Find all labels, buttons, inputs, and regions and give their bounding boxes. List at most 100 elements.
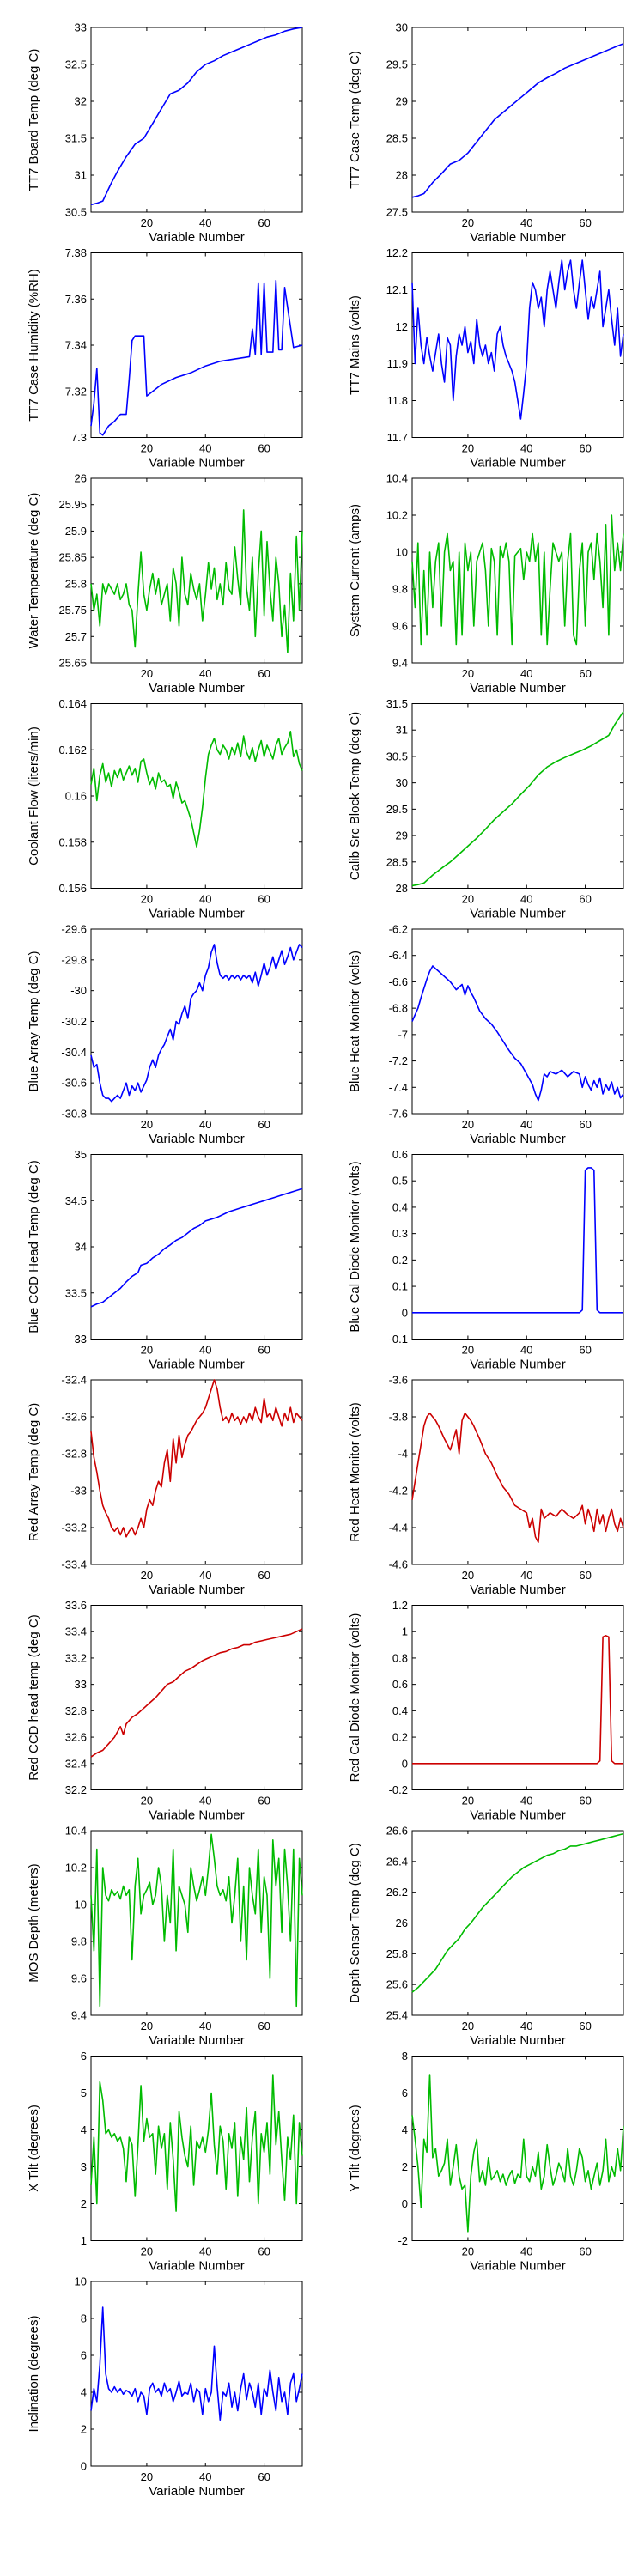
series-line (90, 730, 303, 848)
series-line (411, 514, 624, 646)
x-axis-label: Variable Number (149, 681, 244, 696)
y-tick-label: 31.5 (386, 697, 408, 710)
y-tick-label: -4.6 (389, 1558, 408, 1571)
y-tick-label: 7.3 (71, 431, 87, 444)
x-axis-label: Variable Number (149, 1808, 244, 1823)
y-tick-label: -7 (398, 1028, 408, 1041)
y-tick-label: 34 (75, 1241, 87, 1254)
y-tick-label: -4 (398, 1448, 408, 1461)
x-tick-label: 40 (199, 1344, 211, 1357)
y-tick-label: 25.85 (58, 551, 87, 564)
y-tick-label: 25.75 (58, 604, 87, 617)
y-tick-label: 4 (81, 2386, 87, 2399)
y-axis-label: System Current (amps) (348, 504, 362, 637)
y-tick-label: 28.5 (386, 132, 408, 145)
y-tick-label: 0.4 (392, 1200, 408, 1213)
y-tick-label: 5 (81, 2087, 87, 2099)
y-tick-label: 26 (396, 1917, 408, 1929)
chart-2: 20 40 60 7.3 7.32 7.34 7.36 7.38 Variable Number… (27, 246, 303, 471)
series-line (411, 711, 624, 887)
plot-frame (411, 1379, 624, 1565)
x-tick-label: 20 (141, 442, 153, 455)
y-tick-label: -6.8 (389, 1002, 408, 1015)
y-tick-label: 7.38 (65, 246, 87, 259)
y-axis-label: Blue CCD Head Temp (deg C) (27, 1160, 41, 1333)
chart-13: 20 40 60 -4.6 -4.4 -4.2 -4 -3.8 -3.6 Variable Num… (348, 1374, 624, 1597)
y-tick-label: 0.162 (58, 744, 87, 756)
series-line (411, 2074, 624, 2233)
y-tick-label: 32.4 (65, 1757, 87, 1770)
y-tick-label: 25.95 (58, 498, 87, 511)
y-tick-label: 25.8 (65, 577, 87, 590)
series-line (90, 1833, 303, 2008)
x-tick-label: 40 (199, 2245, 211, 2258)
x-axis-label: Variable Number (470, 1583, 565, 1597)
series-line (411, 965, 624, 1102)
series-line (412, 1635, 623, 1765)
y-tick-label: 9.8 (392, 583, 408, 596)
y-tick-label: 10 (75, 1899, 87, 1911)
y-tick-label: 0 (402, 1306, 408, 1319)
y-tick-label: -33.4 (61, 1558, 87, 1571)
x-tick-label: 60 (258, 1569, 270, 1582)
x-tick-label: 40 (520, 2020, 532, 2032)
series-line (411, 43, 624, 198)
y-tick-label: 1 (402, 1625, 408, 1638)
y-tick-label: 0.4 (392, 1704, 408, 1717)
y-axis-label: Y Tilt (degrees) (348, 2105, 362, 2191)
y-tick-label: -29.6 (61, 923, 87, 936)
y-tick-label: 30 (396, 776, 408, 789)
y-tick-label: 29.5 (386, 58, 408, 71)
chart-9: 20 40 60 -7.6 -7.4 -7.2 -7 -6.8 -6.6 -6.4 -6.2 Vari… (348, 923, 624, 1146)
x-axis-label: Variable Number (149, 2484, 244, 2499)
y-tick-label: 32.8 (65, 1704, 87, 1717)
x-tick-label: 40 (199, 667, 211, 680)
y-tick-label: 25.4 (386, 2009, 408, 2022)
x-tick-label: 20 (462, 1118, 474, 1131)
x-tick-label: 40 (520, 2245, 532, 2258)
x-tick-label: 60 (258, 1118, 270, 1131)
y-axis-label: Depth Sensor Temp (deg C) (348, 1843, 362, 2002)
y-tick-label: 32 (75, 95, 87, 108)
x-axis-label: Variable Number (470, 2259, 565, 2274)
x-tick-label: 40 (199, 2020, 211, 2032)
y-tick-label: 7.32 (65, 385, 87, 398)
y-axis-label: Water Temperature (deg C) (27, 493, 41, 649)
plot-frame (90, 1830, 303, 2016)
y-tick-label: -6.2 (389, 923, 408, 936)
y-tick-label: 9.6 (71, 1972, 87, 1985)
chart-6: 20 40 60 0.156 0.158 0.16 0.162 0.164 Variable N… (27, 697, 303, 921)
series-line (90, 27, 303, 206)
y-tick-label: 6 (81, 2349, 87, 2362)
chart-5: 20 40 60 9.4 9.6 9.8 10 10.2 10.4 Variable Number… (348, 472, 624, 696)
y-tick-label: -4.2 (389, 1485, 408, 1498)
series-line (90, 1379, 303, 1538)
y-tick-label: 0.3 (392, 1227, 408, 1240)
chart-20: 20 40 60 0 2 4 6 8 10 Variable Number Inclination … (27, 2275, 303, 2499)
x-tick-label: 20 (462, 1569, 474, 1582)
plot-frame (90, 477, 303, 664)
y-tick-label: 7.36 (65, 293, 87, 306)
y-tick-label: 26 (75, 472, 87, 485)
x-axis-label: Variable Number (470, 907, 565, 921)
plot-frame (90, 2281, 303, 2467)
x-axis-label: Variable Number (470, 1358, 565, 1372)
x-tick-label: 20 (462, 893, 474, 906)
y-tick-label: 0 (402, 1757, 408, 1770)
chart-14: 20 40 60 32.2 32.4 32.6 32.8 33 33.2 33.4 33.6 Vari… (27, 1599, 303, 1823)
x-tick-label: 60 (258, 442, 270, 455)
y-tick-label: 25.8 (386, 1947, 408, 1960)
y-tick-label: -30.6 (61, 1077, 87, 1090)
y-tick-label: 30.5 (386, 750, 408, 762)
plot-frame (90, 703, 303, 889)
series-line (90, 1188, 303, 1308)
y-tick-label: 10.4 (386, 472, 408, 485)
y-tick-label: 0.2 (392, 1254, 408, 1267)
x-tick-label: 60 (579, 1118, 591, 1131)
x-tick-label: 60 (579, 216, 591, 229)
y-tick-label: -30.4 (61, 1046, 87, 1059)
chart-19: 20 40 60 -2 0 2 4 6 8 Variable Number Y Tilt (degr… (348, 2050, 624, 2274)
x-tick-label: 60 (258, 2470, 270, 2483)
x-tick-label: 20 (462, 2245, 474, 2258)
y-tick-label: 32.5 (65, 58, 87, 71)
